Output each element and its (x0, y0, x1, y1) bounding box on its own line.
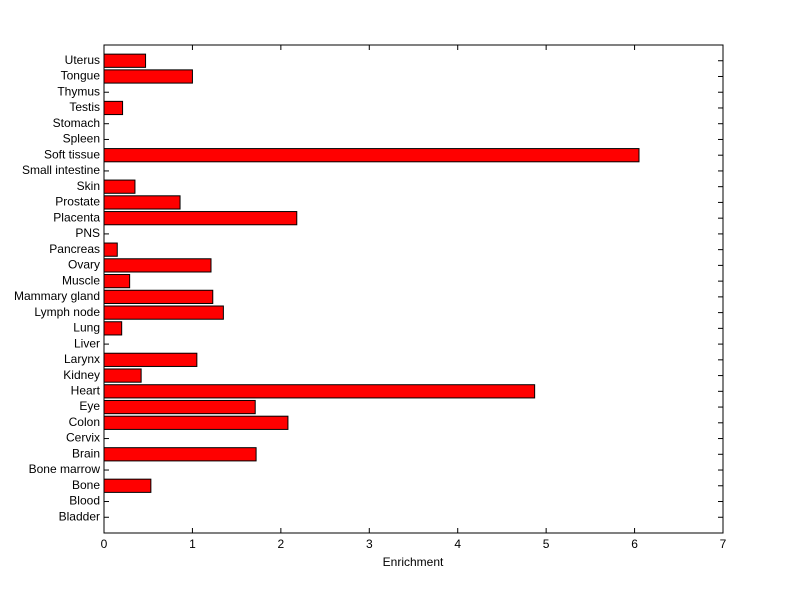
bar (103, 258, 212, 273)
y-tick-label: Cervix (66, 431, 100, 445)
bar (103, 211, 298, 226)
x-tick-label: 1 (189, 537, 196, 551)
x-tick-label: 4 (454, 537, 461, 551)
bar (103, 53, 147, 68)
y-tick-label: PNS (75, 226, 100, 240)
y-tick-label: Larynx (64, 352, 100, 366)
y-tick-label: Tongue (61, 69, 101, 83)
y-tick-label: Eye (79, 399, 100, 413)
bar (103, 179, 136, 194)
y-tick-label: Uterus (65, 53, 100, 67)
x-axis-label: Enrichment (383, 555, 444, 569)
y-tick-label: Muscle (62, 273, 100, 287)
y-tick-label: Thymus (57, 84, 100, 98)
y-tick-label: Mammary gland (14, 289, 100, 303)
bar (103, 415, 289, 430)
y-tick-label: Placenta (53, 210, 100, 224)
y-tick-label: Colon (69, 415, 100, 429)
y-tick-label: Testis (69, 100, 100, 114)
bar (103, 195, 181, 210)
x-tick-label: 0 (101, 537, 108, 551)
y-tick-label: Soft tissue (44, 147, 100, 161)
x-tick-label: 2 (278, 537, 285, 551)
x-tick-label: 5 (543, 537, 550, 551)
bar (103, 399, 256, 415)
y-tick-label: Ovary (68, 258, 100, 272)
bar (103, 305, 224, 320)
y-tick-label: Bone (72, 478, 100, 492)
x-tick-label: 6 (631, 537, 638, 551)
y-tick-label: Stomach (53, 116, 100, 130)
y-tick-label: Lung (73, 321, 100, 335)
y-tick-label: Pancreas (49, 242, 100, 256)
bar (103, 242, 118, 257)
bar (103, 274, 131, 289)
x-tick-label: 3 (366, 537, 373, 551)
bar (103, 478, 152, 493)
y-tick-label: Liver (74, 336, 100, 350)
y-tick-label: Spleen (63, 132, 100, 146)
y-tick-label: Kidney (63, 368, 100, 382)
y-tick-label: Blood (69, 494, 100, 508)
y-tick-label: Bone marrow (29, 462, 101, 476)
y-tick-label: Brain (72, 446, 100, 460)
y-tick-label: Lymph node (34, 305, 100, 319)
bar (103, 289, 214, 304)
bar (103, 384, 536, 399)
bar (103, 352, 198, 367)
bar (103, 321, 123, 336)
bar (103, 368, 142, 383)
y-tick-label: Skin (77, 179, 100, 193)
bar (103, 148, 640, 163)
y-tick-label: Heart (71, 383, 101, 397)
x-tick-label: 7 (720, 537, 727, 551)
y-tick-label: Bladder (59, 509, 100, 523)
bar (103, 447, 257, 462)
bar (103, 100, 124, 116)
y-tick-label: Small intestine (22, 163, 100, 177)
bar (103, 69, 193, 84)
y-tick-label: Prostate (55, 195, 100, 209)
